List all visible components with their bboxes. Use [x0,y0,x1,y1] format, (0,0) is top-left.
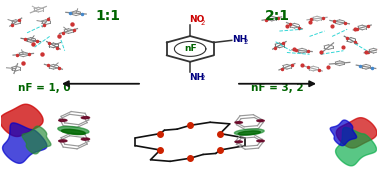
Polygon shape [81,117,90,119]
Polygon shape [235,141,242,143]
Polygon shape [257,140,264,142]
Text: nF: nF [184,44,197,53]
Polygon shape [336,127,376,166]
Text: NO: NO [189,15,205,24]
Text: 2: 2 [201,20,205,26]
Text: 2: 2 [201,75,205,81]
Polygon shape [0,104,43,136]
Polygon shape [22,126,51,154]
Polygon shape [235,122,242,123]
Ellipse shape [238,131,260,135]
Text: NH: NH [232,35,248,44]
Polygon shape [330,120,356,146]
Text: 2: 2 [244,39,248,45]
Ellipse shape [62,129,85,135]
Text: 2:1: 2:1 [265,9,290,23]
Ellipse shape [234,129,264,135]
Polygon shape [59,119,67,122]
Ellipse shape [58,126,89,134]
Text: 1:1: 1:1 [96,9,121,23]
Polygon shape [336,118,377,148]
Polygon shape [3,123,47,163]
Polygon shape [81,138,90,140]
Polygon shape [59,140,67,142]
Polygon shape [257,120,264,122]
Text: nF = 1, 0: nF = 1, 0 [18,83,70,93]
Text: NH: NH [189,73,204,82]
Text: nF = 3, 2: nF = 3, 2 [251,83,304,93]
